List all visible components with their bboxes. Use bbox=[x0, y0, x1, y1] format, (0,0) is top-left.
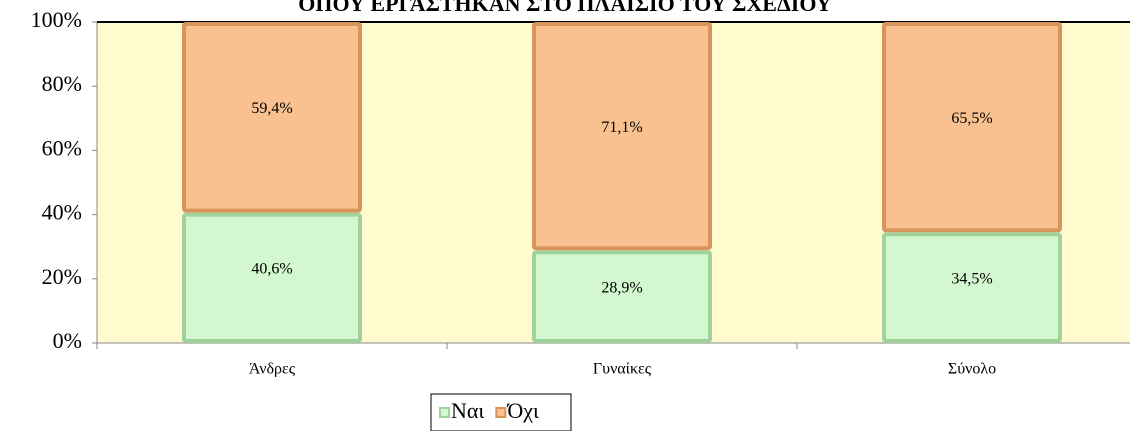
legend-label: Όχι bbox=[506, 398, 539, 423]
value-label: 28,9% bbox=[601, 279, 642, 296]
legend-swatch bbox=[439, 407, 450, 418]
x-tick-label: Άνδρες bbox=[249, 361, 296, 378]
y-tick-label: 40% bbox=[42, 200, 82, 225]
legend-swatch bbox=[495, 407, 507, 418]
bar-segment bbox=[532, 22, 712, 251]
y-tick-label: 60% bbox=[42, 135, 82, 160]
value-label: 40,6% bbox=[251, 261, 292, 278]
y-tick-label: 20% bbox=[42, 264, 82, 289]
y-tick-label: 100% bbox=[31, 7, 82, 32]
x-tick-label: Σύνολο bbox=[948, 361, 996, 378]
bar-segment bbox=[182, 212, 362, 343]
x-tick-label: Γυναίκες bbox=[593, 361, 652, 378]
chart-title: ΟΠΟΥ ΕΡΓΑΣΤΗΚΑΝ ΣΤΟ ΠΛΑΙΣΙΟ ΤΟΥ ΣΧΕΔΙΟΥ bbox=[298, 0, 832, 16]
value-label: 71,1% bbox=[601, 119, 642, 136]
bar-segment bbox=[882, 22, 1062, 233]
y-tick-label: 80% bbox=[42, 71, 82, 96]
legend-label: Ναι bbox=[451, 398, 484, 423]
y-tick-label: 0% bbox=[53, 328, 82, 353]
bar-segment bbox=[532, 250, 712, 343]
bar-segment bbox=[882, 232, 1062, 344]
bar-segment bbox=[182, 22, 362, 213]
value-label: 59,4% bbox=[251, 100, 292, 117]
value-label: 65,5% bbox=[951, 110, 992, 127]
value-label: 34,5% bbox=[951, 270, 992, 287]
